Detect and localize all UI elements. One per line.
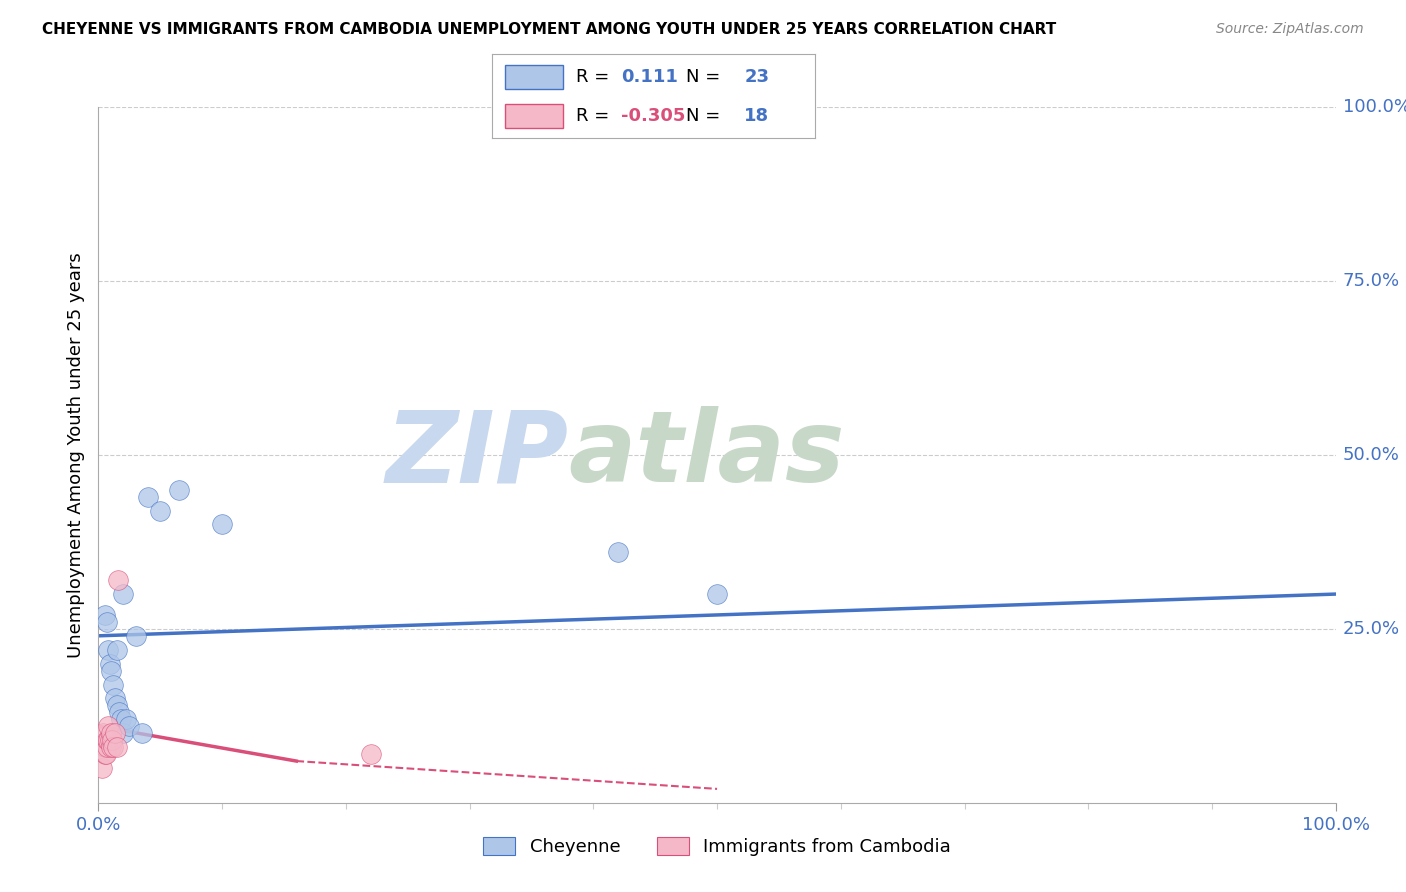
Point — [96, 615, 118, 629]
Point — [149, 503, 172, 517]
Point — [103, 740, 125, 755]
Text: R =: R = — [576, 107, 609, 125]
Text: 75.0%: 75.0% — [1343, 272, 1400, 290]
Point — [101, 733, 124, 747]
Point — [100, 664, 122, 678]
Text: 0.111: 0.111 — [621, 69, 678, 87]
Point — [100, 726, 122, 740]
Point — [105, 740, 128, 755]
Point — [96, 733, 118, 747]
Text: 50.0%: 50.0% — [1343, 446, 1399, 464]
Text: R =: R = — [576, 69, 609, 87]
Point — [108, 706, 131, 720]
Point — [107, 573, 129, 587]
Point — [93, 740, 115, 755]
Text: CHEYENNE VS IMMIGRANTS FROM CAMBODIA UNEMPLOYMENT AMONG YOUTH UNDER 25 YEARS COR: CHEYENNE VS IMMIGRANTS FROM CAMBODIA UNE… — [42, 22, 1056, 37]
Point — [136, 490, 159, 504]
Point — [110, 712, 132, 726]
Point — [607, 545, 630, 559]
Text: 23: 23 — [744, 69, 769, 87]
Point — [211, 517, 233, 532]
Point — [97, 719, 120, 733]
Point — [103, 726, 125, 740]
Point — [112, 587, 135, 601]
Point — [96, 740, 118, 755]
Text: Source: ZipAtlas.com: Source: ZipAtlas.com — [1216, 22, 1364, 37]
Point — [105, 698, 128, 713]
FancyBboxPatch shape — [505, 104, 564, 128]
Point — [105, 642, 128, 657]
Text: N =: N = — [686, 69, 720, 87]
Point — [103, 691, 125, 706]
Legend: Cheyenne, Immigrants from Cambodia: Cheyenne, Immigrants from Cambodia — [475, 830, 959, 863]
Point — [706, 587, 728, 601]
Text: 25.0%: 25.0% — [1343, 620, 1400, 638]
Point — [97, 733, 120, 747]
Point — [91, 761, 114, 775]
Point — [93, 747, 115, 761]
Text: N =: N = — [686, 107, 720, 125]
Point — [93, 726, 115, 740]
Point — [98, 657, 121, 671]
Point — [94, 747, 117, 761]
Point — [97, 642, 120, 657]
Point — [131, 726, 153, 740]
Point — [360, 747, 382, 761]
Point — [93, 607, 115, 622]
Text: 18: 18 — [744, 107, 769, 125]
Point — [124, 629, 146, 643]
Text: atlas: atlas — [568, 407, 845, 503]
Point — [98, 733, 121, 747]
Text: ZIP: ZIP — [385, 407, 568, 503]
Point — [118, 719, 141, 733]
Point — [112, 726, 135, 740]
Y-axis label: Unemployment Among Youth under 25 years: Unemployment Among Youth under 25 years — [66, 252, 84, 657]
Point — [100, 740, 122, 755]
FancyBboxPatch shape — [505, 65, 564, 89]
Point — [114, 712, 136, 726]
Text: 100.0%: 100.0% — [1343, 98, 1406, 116]
Point — [167, 483, 190, 497]
Text: -0.305: -0.305 — [621, 107, 686, 125]
Point — [103, 677, 125, 691]
